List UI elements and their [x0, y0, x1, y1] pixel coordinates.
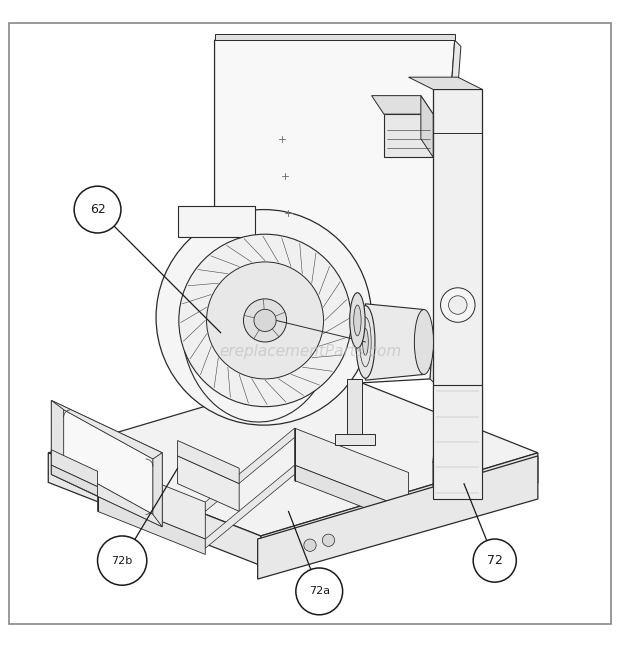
Circle shape — [473, 539, 516, 582]
Polygon shape — [97, 459, 205, 539]
Ellipse shape — [350, 292, 365, 348]
Polygon shape — [97, 496, 205, 554]
Polygon shape — [261, 453, 538, 565]
Circle shape — [97, 536, 147, 586]
Polygon shape — [433, 385, 482, 499]
Text: ereplacementParts.com: ereplacementParts.com — [219, 344, 401, 358]
Text: 72b: 72b — [112, 556, 133, 565]
Polygon shape — [51, 400, 162, 527]
Polygon shape — [215, 40, 454, 391]
Polygon shape — [215, 34, 454, 40]
Polygon shape — [433, 89, 482, 499]
Polygon shape — [205, 428, 294, 511]
Polygon shape — [347, 379, 362, 434]
Text: 72a: 72a — [309, 586, 330, 597]
Polygon shape — [48, 453, 261, 565]
Ellipse shape — [363, 329, 368, 355]
Polygon shape — [433, 425, 482, 499]
Polygon shape — [409, 77, 482, 89]
Polygon shape — [177, 441, 239, 483]
Circle shape — [206, 262, 324, 379]
Polygon shape — [365, 304, 424, 380]
Polygon shape — [177, 456, 239, 511]
Polygon shape — [294, 428, 409, 509]
Polygon shape — [258, 456, 538, 579]
Polygon shape — [51, 450, 97, 487]
Circle shape — [441, 288, 475, 322]
Text: 62: 62 — [90, 203, 105, 216]
Polygon shape — [51, 465, 97, 496]
Circle shape — [244, 299, 286, 342]
Polygon shape — [384, 114, 433, 157]
Polygon shape — [51, 400, 162, 459]
Ellipse shape — [414, 309, 433, 375]
Polygon shape — [97, 462, 144, 493]
Circle shape — [448, 296, 467, 314]
Polygon shape — [177, 206, 255, 237]
Polygon shape — [430, 40, 461, 385]
Circle shape — [254, 309, 276, 331]
Polygon shape — [294, 465, 409, 525]
Ellipse shape — [354, 305, 361, 336]
Polygon shape — [51, 400, 64, 474]
Ellipse shape — [356, 305, 375, 378]
Circle shape — [179, 234, 352, 406]
Polygon shape — [51, 465, 162, 527]
Polygon shape — [153, 453, 162, 527]
Polygon shape — [64, 410, 153, 514]
Polygon shape — [335, 434, 374, 445]
Polygon shape — [48, 369, 538, 536]
Polygon shape — [371, 96, 433, 114]
Polygon shape — [421, 96, 433, 157]
Circle shape — [322, 534, 335, 547]
Circle shape — [296, 568, 343, 615]
Polygon shape — [205, 465, 294, 548]
Circle shape — [156, 210, 371, 425]
Circle shape — [74, 186, 121, 233]
Circle shape — [304, 539, 316, 551]
Text: 72: 72 — [487, 554, 503, 567]
Polygon shape — [97, 450, 144, 483]
